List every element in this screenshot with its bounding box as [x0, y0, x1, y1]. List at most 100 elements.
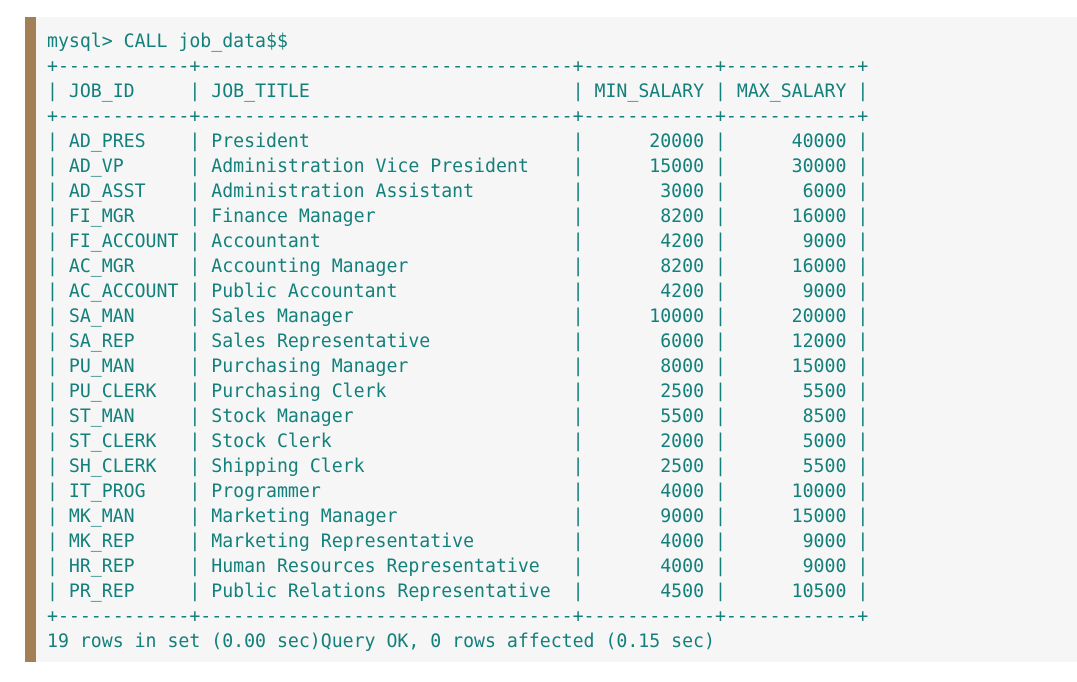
cell-job-title: Stock Clerk [211, 431, 562, 452]
cell-max-salary: 30000 [736, 156, 847, 177]
cell-min-salary: 4000 [594, 556, 705, 577]
cell-job-title: President [211, 131, 562, 152]
table-row: | PU_CLERK | Purchasing Clerk | 2500 | 5… [47, 381, 869, 402]
table-row: | AC_ACCOUNT | Public Accountant | 4200 … [47, 281, 869, 302]
cell-max-salary: 5500 [736, 456, 847, 477]
cell-job-title: Public Accountant [211, 281, 562, 302]
table-border-mid: +------------+--------------------------… [47, 106, 869, 127]
cell-max-salary: 10000 [736, 481, 847, 502]
footer-line: 19 rows in set (0.00 sec)Query OK, 0 row… [47, 631, 715, 652]
cell-max-salary: 20000 [736, 306, 847, 327]
table-row: | MK_REP | Marketing Representative | 40… [47, 531, 869, 552]
cell-min-salary: 15000 [594, 156, 705, 177]
cell-min-salary: 9000 [594, 506, 705, 527]
cell-job-title: Purchasing Clerk [211, 381, 562, 402]
cell-min-salary: 8200 [594, 206, 705, 227]
header-job-id: JOB_ID [68, 81, 179, 102]
cell-job-title: Shipping Clerk [211, 456, 562, 477]
cell-job-id: HR_REP [68, 556, 179, 577]
cell-job-title: Programmer [211, 481, 562, 502]
table-row: | SA_REP | Sales Representative | 6000 |… [47, 331, 869, 352]
mysql-output: mysql> CALL job_data$$ +------------+----… [47, 29, 868, 654]
cell-job-title: Purchasing Manager [211, 356, 562, 377]
code-output-block: mysql> CALL job_data$$ +------------+----… [25, 17, 1077, 662]
table-row: | PU_MAN | Purchasing Manager | 8000 | 1… [47, 356, 869, 377]
cell-min-salary: 20000 [594, 131, 705, 152]
table-row: | MK_MAN | Marketing Manager | 9000 | 15… [47, 506, 869, 527]
table-row: | AD_ASST | Administration Assistant | 3… [47, 181, 869, 202]
cell-min-salary: 2500 [594, 381, 705, 402]
cell-max-salary: 10500 [736, 581, 847, 602]
cell-max-salary: 15000 [736, 356, 847, 377]
cell-min-salary: 6000 [594, 331, 705, 352]
prompt-line: mysql> CALL job_data$$ [47, 31, 288, 52]
table-row: | ST_CLERK | Stock Clerk | 2000 | 5000 | [47, 431, 869, 452]
cell-max-salary: 9000 [736, 231, 847, 252]
cell-job-title: Marketing Representative [211, 531, 562, 552]
cell-max-salary: 8500 [736, 406, 847, 427]
cell-min-salary: 4500 [594, 581, 705, 602]
cell-job-id: ST_MAN [68, 406, 179, 427]
cell-job-title: Finance Manager [211, 206, 562, 227]
table-row: | AD_PRES | President | 20000 | 40000 | [47, 131, 869, 152]
table-row: | FI_MGR | Finance Manager | 8200 | 1600… [47, 206, 869, 227]
cell-max-salary: 9000 [736, 531, 847, 552]
cell-job-id: ST_CLERK [68, 431, 179, 452]
cell-job-id: AC_MGR [68, 256, 179, 277]
cell-job-title: Public Relations Representative [211, 581, 562, 602]
cell-job-title: Accountant [211, 231, 562, 252]
cell-job-title: Stock Manager [211, 406, 562, 427]
cell-job-id: SA_REP [68, 331, 179, 352]
cell-max-salary: 5500 [736, 381, 847, 402]
cell-job-id: SA_MAN [68, 306, 179, 327]
cell-max-salary: 40000 [736, 131, 847, 152]
cell-max-salary: 9000 [736, 281, 847, 302]
cell-job-id: FI_MGR [68, 206, 179, 227]
cell-max-salary: 16000 [736, 256, 847, 277]
cell-min-salary: 4200 [594, 281, 705, 302]
cell-job-id: MK_REP [68, 531, 179, 552]
table-row: | SA_MAN | Sales Manager | 10000 | 20000… [47, 306, 869, 327]
cell-max-salary: 15000 [736, 506, 847, 527]
cell-job-id: SH_CLERK [68, 456, 179, 477]
cell-min-salary: 3000 [594, 181, 705, 202]
cell-job-title: Administration Vice President [211, 156, 562, 177]
cell-job-id: AD_ASST [68, 181, 179, 202]
cell-job-title: Sales Representative [211, 331, 562, 352]
table-body: | AD_PRES | President | 20000 | 40000 | |… [47, 129, 868, 604]
table-border-bottom: +------------+--------------------------… [47, 606, 869, 627]
cell-min-salary: 5500 [594, 406, 705, 427]
table-row: | IT_PROG | Programmer | 4000 | 10000 | [47, 481, 869, 502]
table-row: | SH_CLERK | Shipping Clerk | 2500 | 550… [47, 456, 869, 477]
cell-job-id: PR_REP [68, 581, 179, 602]
table-row: | AD_VP | Administration Vice President … [47, 156, 869, 177]
cell-min-salary: 8200 [594, 256, 705, 277]
cell-job-id: MK_MAN [68, 506, 179, 527]
table-row: | FI_ACCOUNT | Accountant | 4200 | 9000 … [47, 231, 869, 252]
header-min-salary: MIN_SALARY [594, 81, 705, 102]
cell-job-id: FI_ACCOUNT [68, 231, 179, 252]
cell-max-salary: 5000 [736, 431, 847, 452]
cell-min-salary: 4000 [594, 481, 705, 502]
table-header-row: | JOB_ID | JOB_TITLE | MIN_SALARY | MAX_… [47, 81, 869, 102]
table-row: | AC_MGR | Accounting Manager | 8200 | 1… [47, 256, 869, 277]
cell-job-id: PU_CLERK [68, 381, 179, 402]
cell-job-id: AD_PRES [68, 131, 179, 152]
cell-job-id: PU_MAN [68, 356, 179, 377]
cell-max-salary: 6000 [736, 181, 847, 202]
cell-min-salary: 4200 [594, 231, 705, 252]
cell-min-salary: 8000 [594, 356, 705, 377]
cell-min-salary: 2000 [594, 431, 705, 452]
header-max-salary: MAX_SALARY [736, 81, 847, 102]
cell-job-title: Accounting Manager [211, 256, 562, 277]
cell-job-title: Human Resources Representative [211, 556, 562, 577]
quote-accent-bar [25, 17, 36, 662]
cell-max-salary: 9000 [736, 556, 847, 577]
cell-max-salary: 16000 [736, 206, 847, 227]
cell-min-salary: 4000 [594, 531, 705, 552]
cell-job-id: AC_ACCOUNT [68, 281, 179, 302]
table-row: | ST_MAN | Stock Manager | 5500 | 8500 | [47, 406, 869, 427]
cell-job-title: Sales Manager [211, 306, 562, 327]
table-row: | HR_REP | Human Resources Representativ… [47, 556, 869, 577]
header-job-title: JOB_TITLE [211, 81, 562, 102]
